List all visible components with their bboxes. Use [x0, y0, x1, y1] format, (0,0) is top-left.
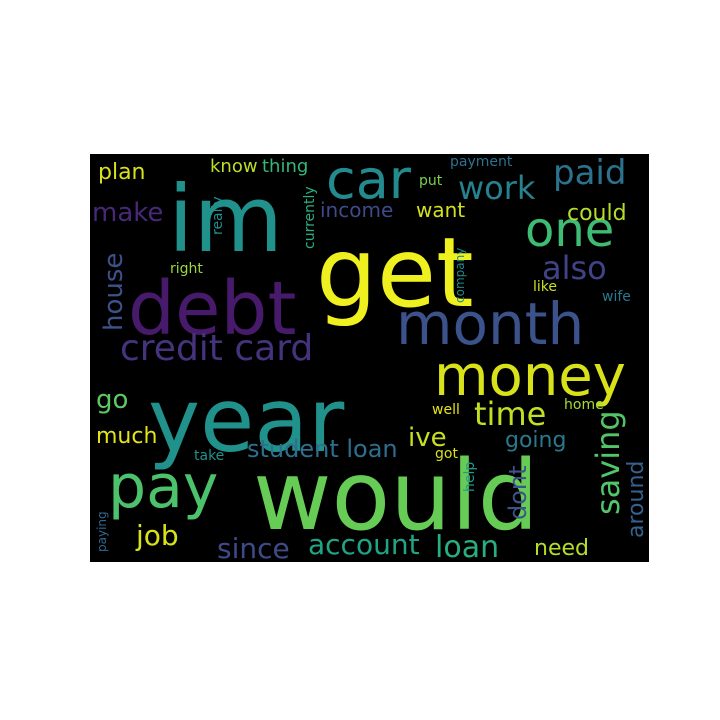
- word-credit-card: credit card: [120, 328, 313, 369]
- word-house: house: [99, 253, 129, 331]
- word-paying: paying: [95, 511, 109, 552]
- word-payment: payment: [450, 154, 513, 170]
- word-student-loan: student loan: [247, 435, 398, 463]
- word-loan: loan: [435, 530, 499, 562]
- word-much: much: [96, 424, 157, 449]
- word-got: got: [435, 446, 458, 462]
- word-im: im: [168, 166, 283, 273]
- word-job: job: [135, 519, 179, 552]
- word-work: work: [458, 169, 536, 207]
- word-wife: wife: [602, 289, 631, 305]
- word-currently: currently: [302, 186, 318, 249]
- word-time: time: [474, 395, 546, 433]
- word-get: get: [316, 217, 474, 329]
- word-pay: pay: [108, 452, 218, 522]
- word-ive: ive: [408, 423, 447, 453]
- word-company: company: [453, 248, 467, 303]
- word-know: know: [210, 156, 258, 177]
- word-could: could: [567, 201, 627, 226]
- word-help: help: [462, 462, 478, 492]
- word-saving: saving: [589, 410, 627, 515]
- word-month: month: [396, 290, 584, 358]
- word-going: going: [505, 428, 566, 453]
- word-like: like: [533, 279, 557, 295]
- word-also: also: [542, 249, 607, 287]
- word-go: go: [96, 385, 128, 415]
- word-around: around: [624, 461, 649, 538]
- word-cloud: would year get im debt month money pay car one cre…: [90, 154, 649, 562]
- word-debt: debt: [128, 266, 297, 352]
- word-account: account: [308, 528, 420, 561]
- word-one: one: [525, 202, 614, 258]
- word-want: want: [416, 198, 465, 222]
- word-need: need: [534, 536, 589, 561]
- word-thing: thing: [262, 156, 308, 177]
- word-income: income: [320, 198, 393, 222]
- word-dont: dont: [504, 465, 532, 520]
- word-plan: plan: [98, 160, 146, 185]
- word-year: year: [148, 369, 345, 472]
- word-really: really: [210, 196, 226, 235]
- word-paid: paid: [553, 154, 626, 193]
- word-well: well: [432, 402, 460, 418]
- word-put: put: [419, 173, 443, 189]
- word-would: would: [253, 440, 539, 552]
- word-car: car: [326, 154, 412, 211]
- word-take: take: [194, 448, 224, 464]
- word-make: make: [92, 198, 163, 228]
- word-money: money: [434, 344, 626, 409]
- word-right: right: [170, 261, 203, 277]
- word-home: home: [564, 397, 604, 413]
- word-since: since: [217, 532, 290, 562]
